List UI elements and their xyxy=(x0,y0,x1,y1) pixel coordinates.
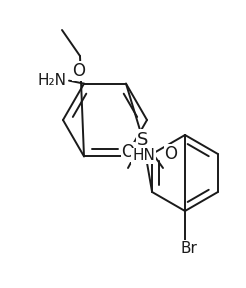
Text: H₂N: H₂N xyxy=(37,73,66,88)
Text: S: S xyxy=(137,131,149,149)
Text: Br: Br xyxy=(180,241,197,256)
Text: HN: HN xyxy=(132,149,155,164)
Text: O: O xyxy=(122,143,135,161)
Text: O: O xyxy=(165,145,178,163)
Text: O: O xyxy=(73,62,86,80)
